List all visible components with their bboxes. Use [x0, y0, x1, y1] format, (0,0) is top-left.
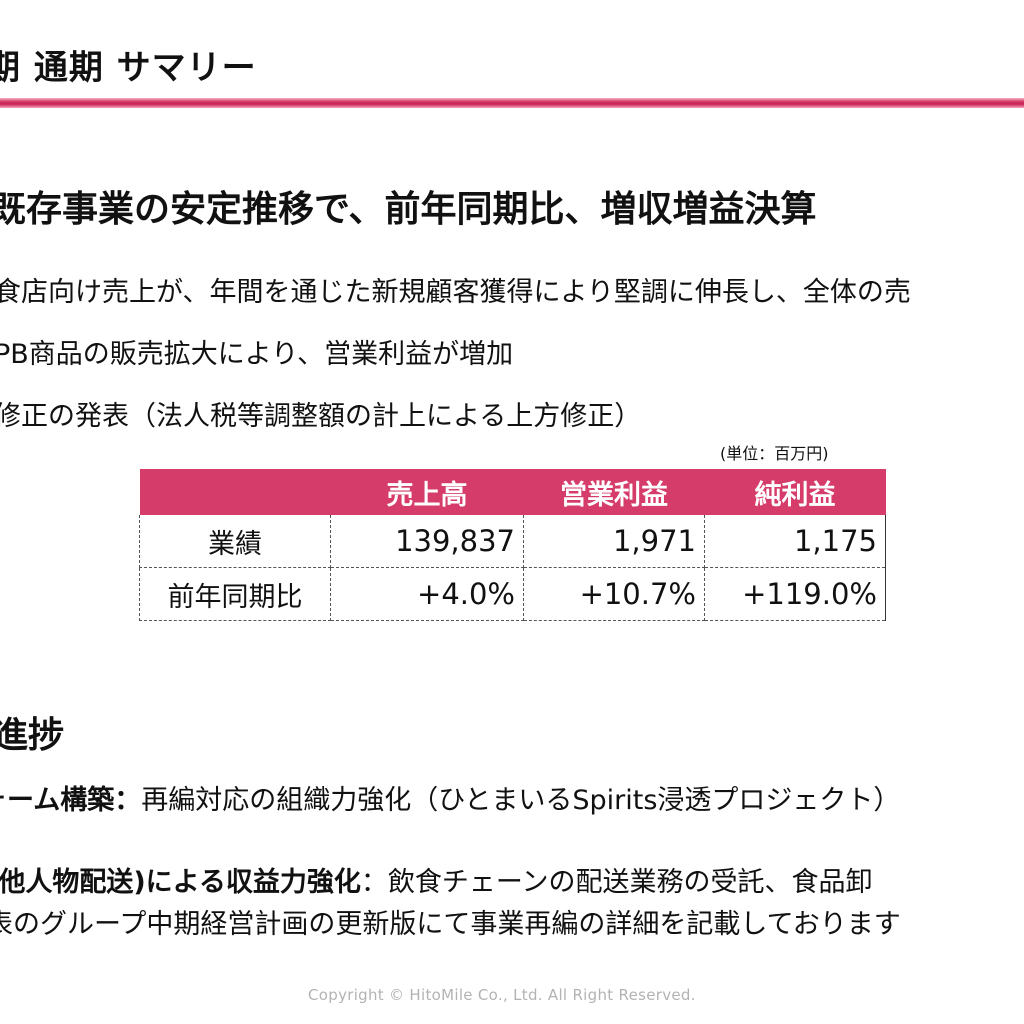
- table-row: 業績 139,837 1,971 1,175: [139, 515, 886, 568]
- slide-title: 期 通期 サマリー: [0, 48, 257, 88]
- row-label: 前年同期比: [139, 567, 331, 621]
- cell-sales: 139,837: [330, 515, 524, 568]
- row-label: 業績: [139, 515, 331, 568]
- progress-item-heading: (他人物配送)による収益力強化: [0, 867, 361, 898]
- cell-net-profit: +119.0%: [704, 567, 886, 621]
- progress-title: 進捗: [0, 715, 65, 756]
- summary-headline: 既存事業の安定推移で、前年同期比、増収増益決算: [0, 189, 817, 230]
- progress-item: (他人物配送)による収益力強化：飲食チェーンの配送業務の受託、食品卸: [0, 860, 873, 899]
- unit-note: (単位：百万円): [720, 444, 829, 463]
- table-header-blank: [139, 469, 331, 515]
- summary-bullet-profit: PB商品の販売拡大により、営業利益が増加: [0, 339, 514, 370]
- cell-operating-profit: +10.7%: [523, 567, 705, 621]
- table-row: 前年同期比 +4.0% +10.7% +119.0%: [139, 567, 886, 621]
- cell-net-profit: 1,175: [704, 515, 886, 568]
- progress-item-text: ：飲食チェーンの配送業務の受託、食品卸: [360, 867, 873, 898]
- summary-bullet-sales: 食店向け売上が、年間を通じた新規顧客獲得により堅調に伸長し、全体の売: [0, 277, 911, 308]
- cell-sales: +4.0%: [330, 567, 524, 621]
- progress-item-heading: ォーム構築：: [0, 785, 142, 816]
- table-header-sales: 売上高: [330, 469, 524, 515]
- summary-bullet-revision: 修正の発表（法人税等調整額の計上による上方修正）: [0, 401, 642, 432]
- progress-item-text: 再編対応の組織力強化（ひとまいるSpirits浸透プロジェクト）: [141, 785, 901, 816]
- title-divider: [0, 98, 1024, 108]
- copyright-footer: Copyright © HitoMile Co., Ltd. All Right…: [308, 986, 696, 1004]
- table-header-operating-profit: 営業利益: [523, 469, 705, 515]
- table-header-net-profit: 純利益: [704, 469, 886, 515]
- table-header-row: 売上高 営業利益 純利益: [139, 469, 886, 515]
- progress-note: 表のグループ中期経営計画の更新版にて事業再編の詳細を記載しております: [0, 909, 901, 940]
- cell-operating-profit: 1,971: [523, 515, 705, 568]
- progress-item: ォーム構築：再編対応の組織力強化（ひとまいるSpirits浸透プロジェクト）: [0, 778, 900, 817]
- results-table: 売上高 営業利益 純利益 業績 139,837 1,971 1,175 前年同期…: [139, 469, 886, 621]
